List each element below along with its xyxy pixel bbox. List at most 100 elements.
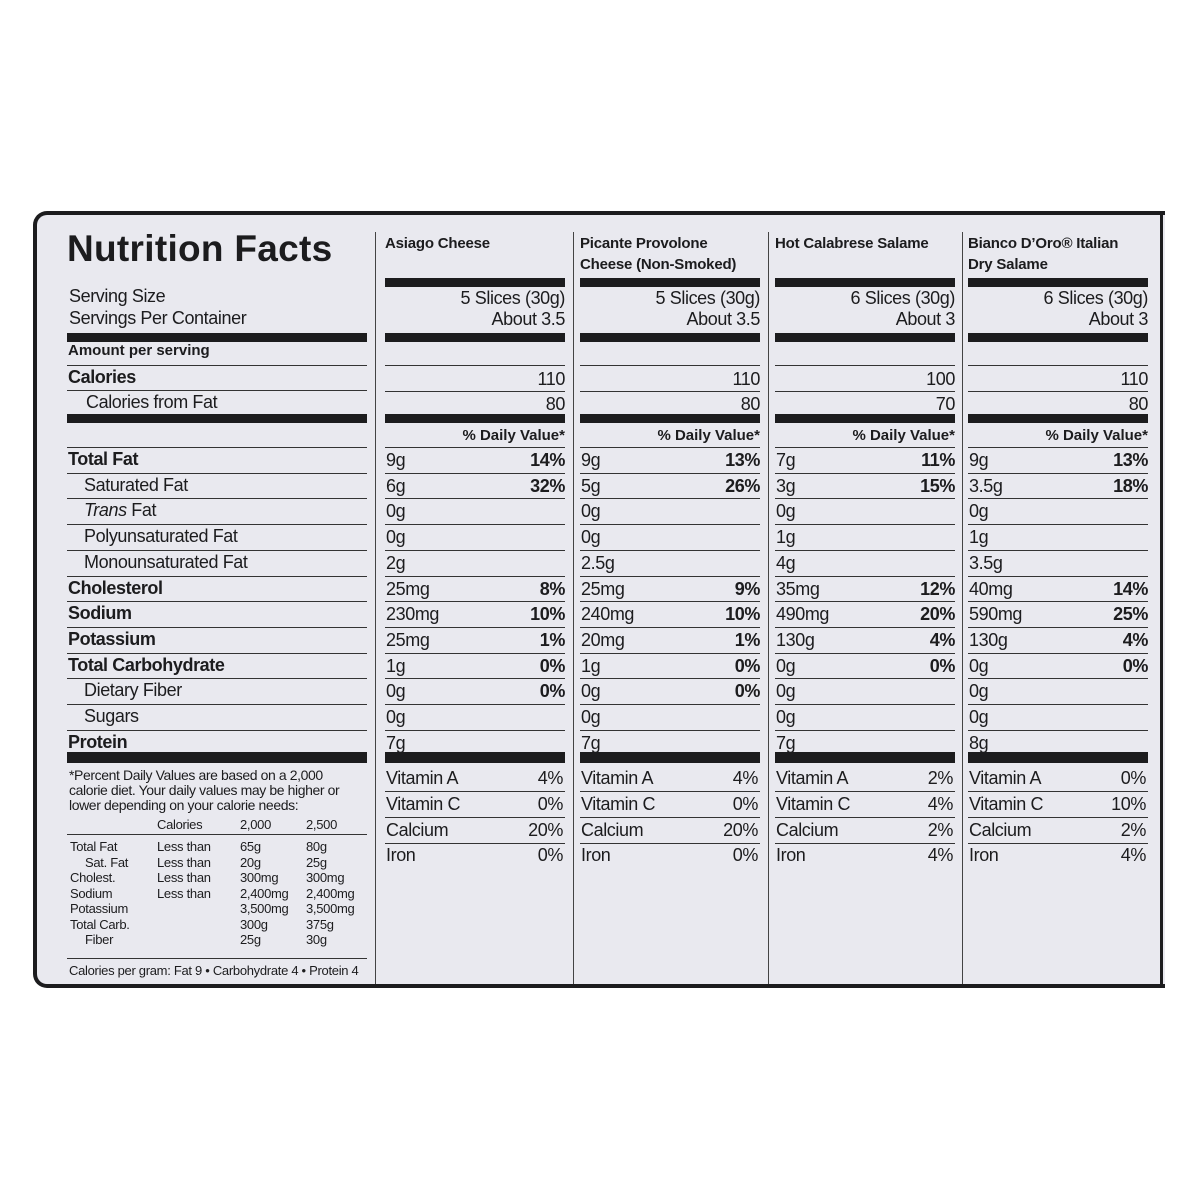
dv-table-cell: Total Carb. [70, 916, 130, 932]
serving-size: 5 Slices (30g) [655, 288, 761, 308]
divider [67, 414, 367, 423]
dv-table-cell: 3,500mg [240, 901, 289, 916]
nutrient-amount: 130g [776, 629, 815, 650]
servings-per-container: About 3.5 [491, 309, 566, 329]
nutrient-amount: 1g [386, 655, 406, 676]
divider [67, 447, 367, 448]
nutrient-amount: 240mg [581, 604, 635, 625]
servings-per-container: About 3 [895, 309, 956, 329]
nutrient-amount: 2.5g [581, 552, 615, 573]
footnote: *Percent Daily Values are based on a 2,0… [69, 767, 340, 813]
nutrient-label-text: Fat [126, 500, 157, 521]
divider [968, 626, 1148, 628]
calories-value: 110 [1120, 369, 1149, 389]
divider [385, 472, 565, 474]
divider [580, 816, 760, 818]
calories-value: 110 [732, 369, 761, 389]
nutrient-amount: 9g [581, 450, 601, 470]
amount-label: Amount per serving [68, 342, 210, 359]
nutrient-dv: 10% [530, 604, 565, 625]
nutrient-dv: 26% [725, 475, 760, 496]
nutrient-amount: 5g [581, 475, 601, 496]
vitamin-label: Vitamin C [969, 793, 1044, 814]
nutrient-label-text: Monounsaturated Fat [84, 551, 248, 572]
vitamin-label: Vitamin C [386, 793, 461, 814]
divider [67, 834, 367, 835]
nutrient-amount: 230mg [386, 604, 440, 625]
nutrient-amount: 0g [776, 707, 796, 727]
dv-table-cell: 30g [306, 932, 327, 947]
nutrient-amount: 1g [581, 655, 601, 676]
divider [67, 958, 367, 959]
divider [775, 601, 955, 603]
vitamin-value: 4% [927, 845, 954, 866]
dv-table-header: 2,000 [240, 817, 272, 832]
divider [385, 791, 565, 792]
nutrient-amount: 0g [776, 655, 796, 676]
divider [968, 472, 1148, 474]
dv-table-cell: Cholest. [70, 870, 116, 885]
nutrient-amount: 2g [386, 552, 406, 573]
divider [775, 447, 955, 448]
cal-fat-value: 80 [740, 394, 761, 414]
serving-size-label: Serving Size [69, 286, 166, 306]
divider [580, 391, 760, 392]
nutrient-label: Cholesterol [68, 578, 163, 599]
vitamin-label: Vitamin A [581, 768, 654, 788]
divider [67, 729, 367, 731]
divider [385, 842, 565, 844]
divider [775, 575, 955, 577]
nutrient-label-text: Potassium [68, 628, 156, 649]
divider [385, 816, 565, 818]
divider [580, 524, 760, 526]
dv-table-cell: 65g [240, 839, 261, 854]
divider [67, 333, 367, 342]
divider [67, 601, 367, 603]
dv-header: % Daily Value* [657, 427, 760, 444]
divider [580, 704, 760, 705]
nutrient-dv: 0% [1122, 655, 1149, 676]
panel-edge [1160, 215, 1163, 985]
nutrient-dv: 0% [734, 681, 761, 702]
servings-label: Servings Per Container [69, 308, 247, 328]
divider [775, 678, 955, 680]
dv-table-cell: Total Fat [70, 839, 118, 854]
nutrient-label: Saturated Fat [84, 475, 188, 496]
nutrient-dv: 25% [1113, 604, 1148, 625]
nutrient-dv: 12% [920, 578, 955, 599]
nutrient-amount: 9g [386, 450, 406, 470]
nutrient-dv: 0% [734, 655, 761, 676]
panel-title: Nutrition Facts [67, 228, 333, 269]
nutrient-dv: 1% [734, 629, 761, 650]
divider [775, 704, 955, 705]
vitamin-label: Calcium [776, 819, 839, 840]
divider [580, 447, 760, 448]
vitamin-label: Vitamin C [581, 793, 656, 814]
dv-table-cell: Potassium [70, 901, 128, 916]
divider [775, 752, 955, 763]
nutrient-amount: 1g [969, 527, 989, 548]
nutrient-label: Total Carbohydrate [68, 655, 225, 676]
divider [385, 626, 565, 628]
nutrient-dv: 13% [725, 450, 760, 470]
nutrient-dv: 0% [539, 681, 566, 702]
divider [385, 524, 565, 526]
divider [67, 549, 367, 551]
divider [67, 365, 367, 366]
vitamin-label: Vitamin C [776, 793, 851, 814]
divider [385, 752, 565, 763]
cal-fat-value: 70 [935, 394, 956, 414]
serving-size: 6 Slices (30g) [1043, 288, 1149, 308]
nutrient-label-text: Sugars [84, 706, 139, 726]
nutrient-label-italic: Trans [84, 500, 127, 521]
serving-size: 6 Slices (30g) [850, 288, 956, 308]
nutrient-label-text: Sodium [68, 603, 132, 624]
column-separator [573, 232, 574, 984]
cal-fat-value: 80 [545, 394, 566, 414]
divider [775, 652, 955, 654]
nutrient-amount: 590mg [969, 604, 1023, 625]
nutrient-dv: 4% [929, 629, 956, 650]
divider [67, 472, 367, 474]
vitamin-value: 4% [537, 768, 564, 788]
divider [775, 391, 955, 392]
